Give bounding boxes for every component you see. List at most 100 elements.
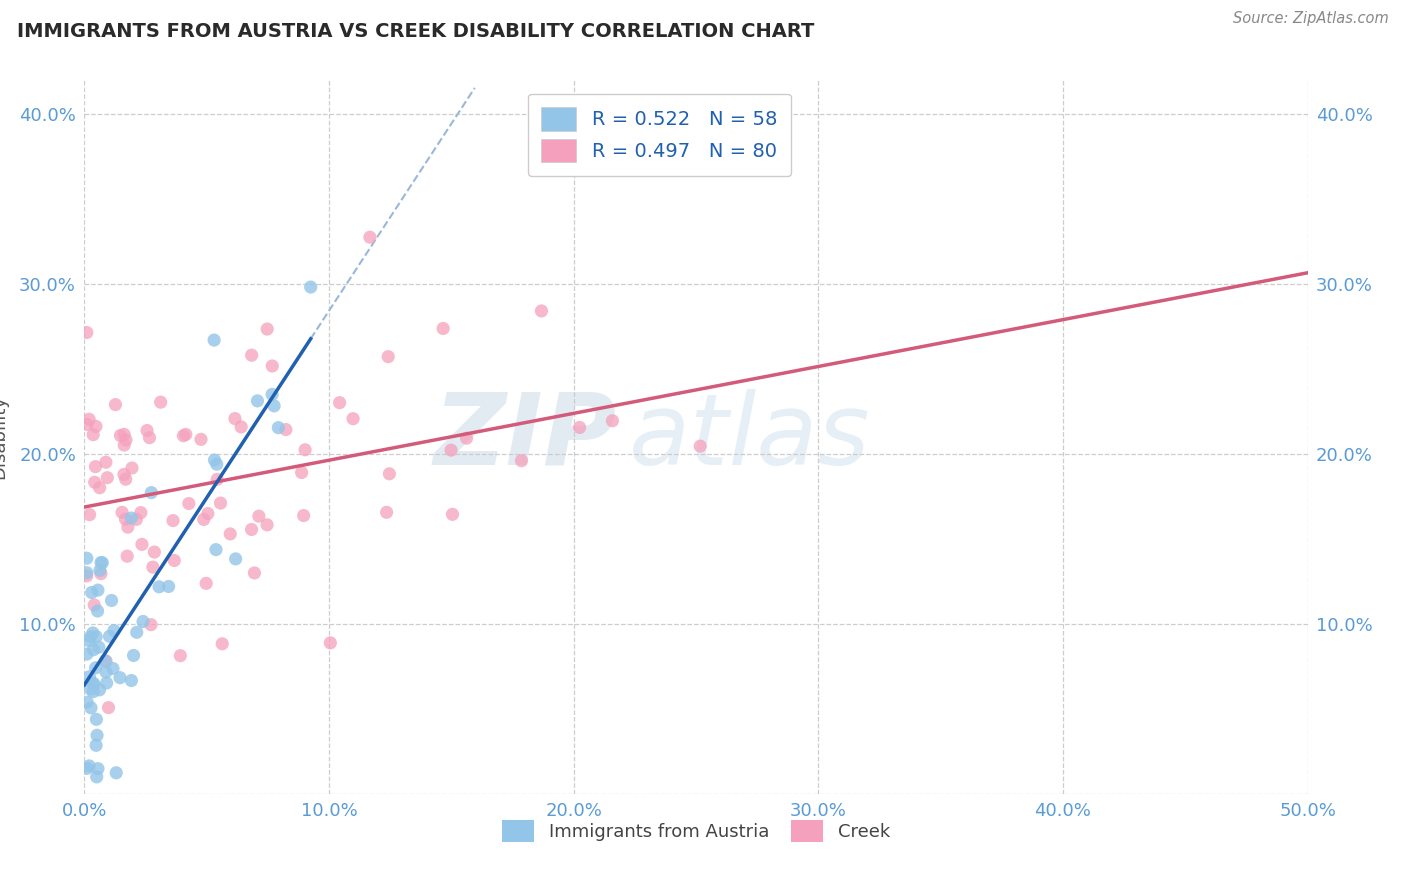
Point: [82, 626, 104, 640]
Point: [76, 326, 98, 340]
Point: [77, 759, 100, 773]
Point: [139, 617, 162, 632]
Point: [299, 280, 322, 294]
Point: [291, 466, 314, 480]
Point: [82, 684, 104, 698]
Point: [174, 427, 197, 442]
Point: [110, 428, 132, 442]
Point: [225, 552, 247, 566]
Point: [90, 566, 112, 581]
Point: [84, 630, 107, 644]
Point: [114, 512, 136, 526]
Point: [76, 569, 98, 583]
Point: [96, 654, 118, 668]
Point: [240, 348, 263, 362]
Text: IMMIGRANTS FROM AUSTRIA VS CREEK DISABILITY CORRELATION CHART: IMMIGRANTS FROM AUSTRIA VS CREEK DISABIL…: [17, 22, 814, 41]
Point: [104, 398, 127, 412]
Y-axis label: Disability: Disability: [0, 395, 8, 479]
Point: [224, 411, 246, 425]
Point: [197, 507, 219, 521]
Point: [108, 671, 131, 685]
Point: [193, 512, 215, 526]
Point: [138, 431, 160, 445]
Point: [209, 496, 232, 510]
Point: [122, 648, 145, 663]
Point: [163, 553, 186, 567]
Point: [79, 670, 101, 684]
Point: [80, 701, 103, 715]
Point: [246, 393, 269, 408]
Point: [131, 537, 153, 551]
Point: [94, 665, 117, 679]
Point: [80, 585, 103, 599]
Point: [169, 648, 191, 663]
Point: [262, 387, 284, 401]
Point: [204, 453, 226, 467]
Point: [136, 424, 159, 438]
Point: [263, 399, 285, 413]
Point: [86, 712, 108, 726]
Point: [89, 563, 111, 577]
Point: [86, 728, 108, 742]
Point: [190, 433, 212, 447]
Point: [205, 542, 228, 557]
Point: [205, 457, 228, 471]
Point: [87, 762, 110, 776]
Point: [267, 420, 290, 434]
Point: [568, 420, 591, 434]
Point: [76, 417, 98, 432]
Point: [100, 593, 122, 607]
Point: [120, 673, 142, 688]
Point: [84, 739, 107, 753]
Point: [79, 681, 101, 696]
Point: [294, 442, 316, 457]
Point: [89, 481, 111, 495]
Point: [112, 438, 135, 452]
Point: [689, 439, 711, 453]
Point: [172, 428, 194, 442]
Point: [342, 411, 364, 425]
Point: [141, 485, 163, 500]
Point: [202, 333, 225, 347]
Point: [77, 412, 100, 426]
Point: [111, 505, 134, 519]
Point: [205, 472, 228, 486]
Point: [82, 427, 104, 442]
Point: [84, 419, 107, 434]
Point: [120, 511, 142, 525]
Text: atlas: atlas: [628, 389, 870, 485]
Point: [86, 770, 108, 784]
Point: [292, 508, 315, 523]
Point: [101, 661, 124, 675]
Point: [76, 695, 98, 709]
Point: [121, 461, 143, 475]
Point: [240, 523, 263, 537]
Point: [76, 551, 98, 566]
Point: [219, 527, 242, 541]
Point: [256, 322, 278, 336]
Point: [195, 576, 218, 591]
Point: [83, 598, 105, 612]
Point: [262, 359, 284, 373]
Point: [76, 761, 98, 775]
Point: [432, 321, 454, 335]
Point: [112, 467, 135, 482]
Point: [602, 414, 624, 428]
Point: [329, 395, 352, 409]
Point: [97, 700, 120, 714]
Point: [115, 549, 138, 563]
Point: [132, 615, 155, 629]
Point: [84, 661, 107, 675]
Point: [359, 230, 381, 244]
Point: [94, 455, 117, 469]
Point: [149, 395, 172, 409]
Point: [96, 471, 118, 485]
Point: [243, 566, 266, 580]
Point: [79, 630, 101, 644]
Point: [142, 560, 165, 574]
Point: [319, 636, 342, 650]
Point: [125, 625, 148, 640]
Point: [105, 765, 128, 780]
Point: [98, 629, 121, 643]
Point: [82, 676, 104, 690]
